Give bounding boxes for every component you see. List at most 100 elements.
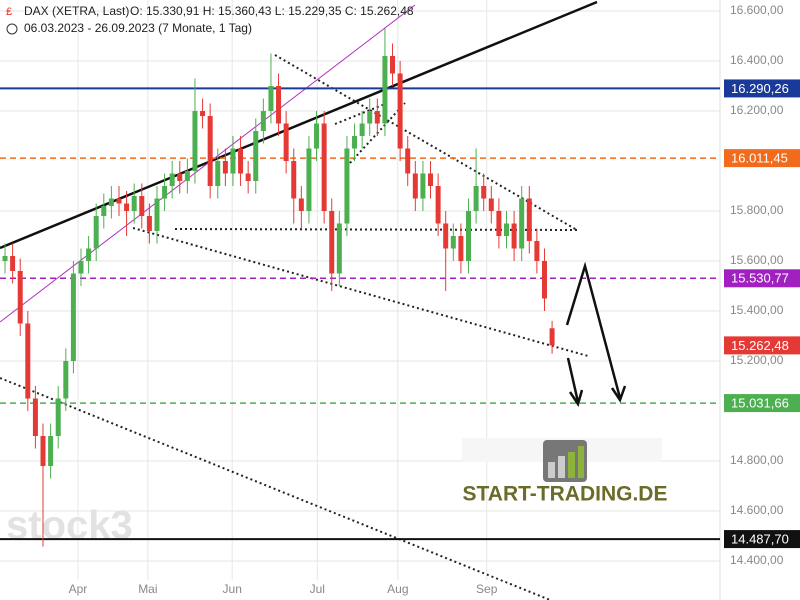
candle-body [450, 236, 456, 249]
candle-body [200, 111, 206, 116]
arrow [566, 357, 580, 403]
level-label: 15.031,66 [731, 396, 789, 411]
candle-body [25, 323, 31, 399]
candle-body [86, 248, 92, 261]
arrow [565, 261, 622, 399]
candle-body [93, 216, 99, 249]
trend-line [0, 0, 598, 250]
candle-body [321, 123, 327, 211]
chart-title: DAX (XETRA, Last) [24, 4, 129, 18]
trend-line [0, 4, 416, 323]
candle-body [336, 223, 342, 274]
candle-body [481, 186, 487, 199]
candle-body [268, 86, 274, 111]
x-tick-label: Apr [69, 582, 88, 596]
candle-body [17, 271, 23, 324]
candle-body [397, 73, 403, 149]
logo-bar [558, 456, 565, 478]
y-tick-label: 14.600,00 [730, 503, 784, 517]
candle-body [382, 56, 388, 124]
candle-body [177, 173, 183, 181]
candle-body [169, 173, 175, 186]
y-tick-label: 16.600,00 [730, 3, 784, 17]
trend-lines [0, 0, 598, 600]
candle-body [443, 223, 449, 249]
candle-body [428, 173, 434, 186]
trend-line [274, 54, 578, 231]
candle-body [162, 186, 168, 199]
x-tick-label: Jun [223, 582, 242, 596]
logo-text: START-TRADING.DE [463, 483, 668, 506]
candle-body [78, 261, 84, 274]
candle-body [215, 161, 221, 186]
y-tick-label: 15.200,00 [730, 353, 784, 367]
candle-body [146, 216, 152, 231]
candle-body [526, 198, 532, 241]
candle-body [458, 236, 464, 261]
y-tick-label: 15.400,00 [730, 303, 784, 317]
candle-body [139, 196, 145, 216]
chart-subtitle: 06.03.2023 - 26.09.2023 (7 Monate, 1 Tag… [24, 21, 252, 35]
level-label-box [724, 269, 800, 288]
candle-body [473, 186, 479, 211]
candle-body [238, 148, 244, 174]
candle-body [40, 436, 46, 466]
candle-body [10, 256, 16, 271]
x-tick-label: Sep [476, 582, 498, 596]
candle-body [541, 261, 547, 299]
levels: 16.290,26 16.011,45 15.530,77 15.262,48 15.0… [0, 79, 800, 549]
candle-body [519, 198, 525, 249]
logo-bar [568, 452, 575, 478]
level-label: 16.011,45 [731, 151, 788, 166]
candle-body [466, 211, 472, 261]
header-icon: ₤ [6, 6, 12, 18]
candle-body [276, 86, 282, 124]
candle-body [488, 198, 494, 211]
candle-body [283, 123, 289, 161]
candle-body [48, 436, 54, 466]
watermark: stock3 [6, 504, 133, 548]
candle-body [192, 111, 198, 171]
grid: 16.600,00 16.400,00 16.200,00 15.800,00 15.6… [0, 0, 784, 596]
level-label: 14.487,70 [731, 532, 789, 547]
candle-body [291, 161, 297, 199]
candle-body [108, 198, 114, 206]
y-tick-label: 15.600,00 [730, 253, 784, 267]
candle-body [32, 398, 38, 436]
candle-body [534, 241, 540, 261]
arrow-head [610, 385, 627, 403]
candle-body [230, 148, 236, 174]
candle-body [124, 203, 130, 211]
candle-body [207, 116, 213, 186]
candle-body [2, 256, 8, 261]
candle-body [352, 136, 358, 149]
trend-line [0, 377, 551, 600]
candle-body [503, 223, 509, 236]
candle-body [329, 211, 335, 274]
level-label: 16.290,26 [731, 81, 789, 96]
candle-body [314, 123, 320, 149]
candle-body [70, 273, 76, 361]
clock-icon [6, 23, 18, 35]
x-tick-label: Jul [310, 582, 325, 596]
y-tick-label: 15.800,00 [730, 203, 784, 217]
arrows [565, 261, 627, 407]
candle-body [549, 328, 555, 346]
candle-body [63, 361, 69, 399]
logo: START-TRADING.DE [462, 438, 667, 506]
candle-body [420, 173, 426, 199]
y-tick-label: 14.800,00 [730, 453, 784, 467]
candle-body [374, 111, 380, 124]
candle-body [390, 56, 396, 74]
candle-body [222, 161, 228, 174]
level-label: 15.262,48 [731, 338, 789, 353]
arrow-head [568, 389, 584, 407]
candle-body [412, 173, 418, 199]
candle-body [253, 131, 259, 181]
candles [2, 28, 555, 547]
candle-body [344, 148, 350, 224]
candle-body [405, 148, 411, 174]
logo-bar [578, 446, 584, 478]
logo-bar [548, 462, 555, 478]
